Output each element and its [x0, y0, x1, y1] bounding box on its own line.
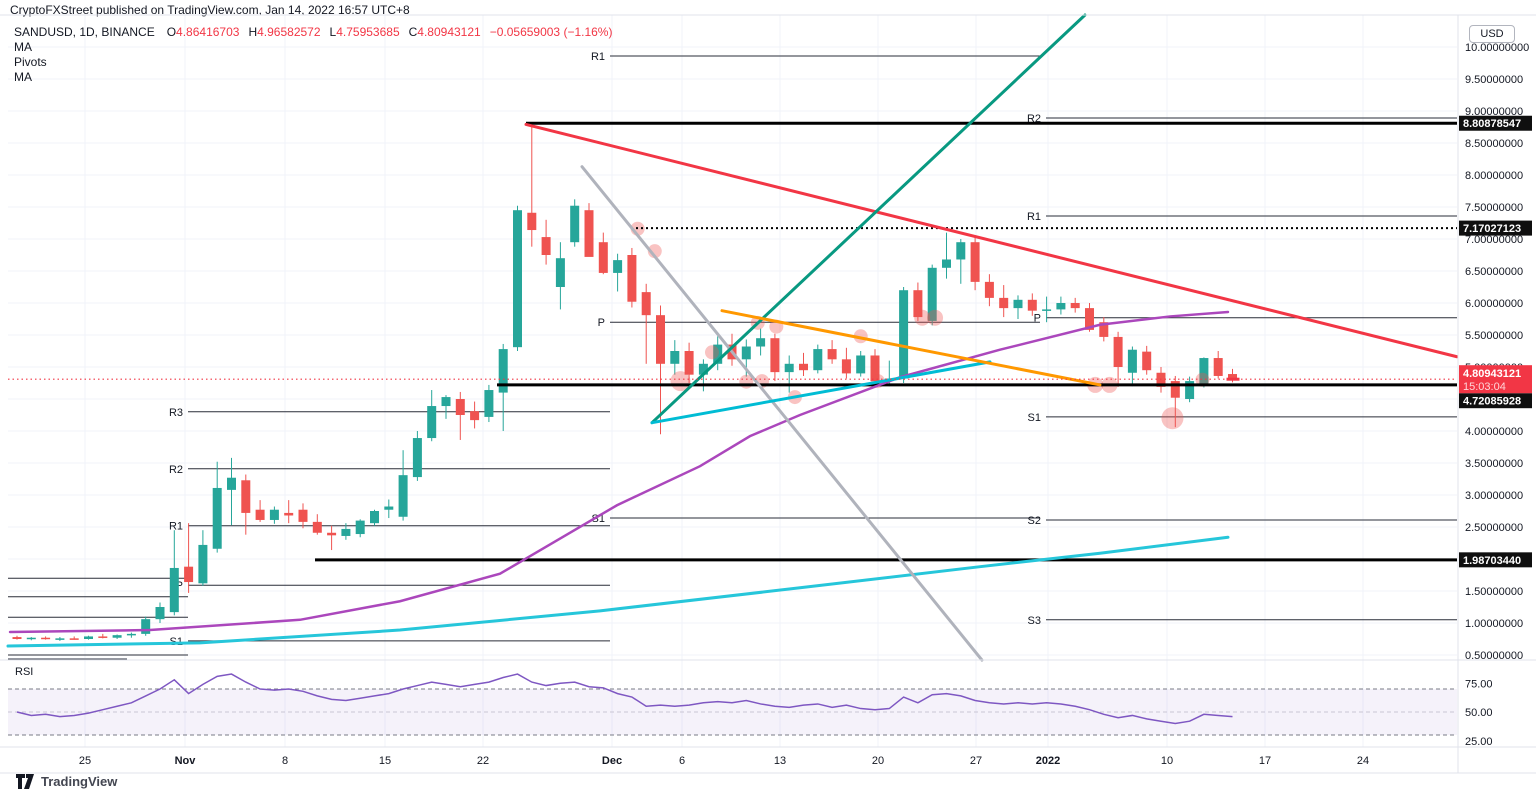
axes-layer — [0, 14, 1536, 774]
trendlines-layer — [524, 13, 1459, 662]
svg-text:8.50000000: 8.50000000 — [1465, 138, 1523, 150]
svg-text:6: 6 — [679, 755, 685, 767]
event-markers-layer — [630, 221, 1210, 430]
indicator-ma-2[interactable]: MA — [14, 70, 32, 84]
key-levels-layer — [315, 121, 1457, 562]
svg-text:2.50000000: 2.50000000 — [1465, 522, 1523, 534]
svg-text:8: 8 — [282, 755, 288, 767]
svg-text:7.17027123: 7.17027123 — [1463, 223, 1521, 235]
rsi-indicator-label[interactable]: RSI — [15, 666, 34, 678]
svg-text:50.00: 50.00 — [1465, 707, 1493, 719]
attribution-text: CryptoFXStreet published on TradingView.… — [10, 3, 410, 17]
svg-text:8.80878547: 8.80878547 — [1463, 118, 1521, 130]
svg-text:3.50000000: 3.50000000 — [1465, 458, 1523, 470]
svg-text:P: P — [598, 317, 605, 329]
candles-layer — [12, 123, 1237, 641]
svg-text:7.00000000: 7.00000000 — [1465, 234, 1523, 246]
svg-text:13: 13 — [774, 755, 786, 767]
svg-text:8.00000000: 8.00000000 — [1465, 170, 1523, 182]
open-value: 4.86416703 — [176, 25, 240, 39]
svg-text:5.50000000: 5.50000000 — [1465, 330, 1523, 342]
svg-text:22: 22 — [477, 755, 489, 767]
rsi-pane-layer — [0, 658, 1536, 736]
price-axis-labels: 10.00000000 9.50000000 9.00000000 8.5000000… — [1465, 42, 1529, 748]
tradingview-logo-text: TradingView — [41, 774, 118, 789]
svg-text:6.00000000: 6.00000000 — [1465, 298, 1523, 310]
svg-text:1.98703440: 1.98703440 — [1463, 555, 1521, 567]
svg-text:R1: R1 — [1027, 211, 1041, 223]
low-label: L — [329, 25, 337, 39]
svg-text:10: 10 — [1161, 755, 1173, 767]
svg-text:7.50000000: 7.50000000 — [1465, 202, 1523, 214]
svg-text:3.00000000: 3.00000000 — [1465, 490, 1523, 502]
svg-text:S3: S3 — [1028, 615, 1041, 627]
svg-text:1.50000000: 1.50000000 — [1465, 586, 1523, 598]
svg-text:9.00000000: 9.00000000 — [1465, 106, 1523, 118]
svg-text:R1: R1 — [169, 521, 183, 533]
svg-text:25: 25 — [79, 755, 91, 767]
svg-text:17: 17 — [1259, 755, 1271, 767]
svg-text:10.00000000: 10.00000000 — [1465, 42, 1529, 54]
close-value: 4.80943121 — [417, 25, 481, 39]
indicator-pivots[interactable]: Pivots — [14, 55, 47, 69]
tradingview-logo-icon — [16, 774, 34, 789]
svg-text:Dec: Dec — [602, 755, 622, 767]
ohlc-values: O4.86416703 H4.96582572 L4.75953685 C4.8… — [167, 25, 613, 40]
high-label: H — [248, 25, 258, 39]
currency-usd-button[interactable]: USD — [1469, 25, 1515, 43]
indicator-ma-1[interactable]: MA — [14, 40, 32, 54]
svg-text:6.50000000: 6.50000000 — [1465, 266, 1523, 278]
close-label: C — [408, 25, 418, 39]
svg-text:4.00000000: 4.00000000 — [1465, 426, 1523, 438]
svg-text:R3: R3 — [169, 407, 183, 419]
svg-text:S1: S1 — [1028, 412, 1041, 424]
svg-text:S2: S2 — [1028, 515, 1041, 527]
svg-text:R1: R1 — [591, 51, 605, 63]
svg-text:27: 27 — [970, 755, 982, 767]
svg-text:4.80943121: 4.80943121 — [1463, 368, 1521, 380]
grid-layer — [8, 15, 1457, 747]
svg-text:R2: R2 — [169, 464, 183, 476]
low-value: 4.75953685 — [336, 25, 400, 39]
svg-text:4.72085928: 4.72085928 — [1463, 396, 1521, 408]
svg-text:24: 24 — [1357, 755, 1369, 767]
moving-averages-layer — [6, 310, 1230, 648]
svg-text:25.00: 25.00 — [1465, 736, 1493, 748]
svg-text:P: P — [176, 580, 183, 592]
svg-text:2022: 2022 — [1036, 755, 1060, 767]
price-label-boxes: 8.80878547 7.17027123 4.72085928 1.98703440… — [1459, 115, 1532, 568]
symbol-title[interactable]: SANDUSD, 1D, BINANCE — [14, 25, 155, 39]
tradingview-logo[interactable]: TradingView — [16, 773, 117, 790]
svg-text:75.00: 75.00 — [1465, 678, 1493, 690]
time-axis-labels: 25 Nov 8 15 22 Dec 6 13 20 27 2022 10 17 24 — [79, 755, 1369, 767]
open-label: O — [166, 25, 177, 39]
change-value: −0.05659003 (−1.16%) — [489, 25, 613, 39]
high-value: 4.96582572 — [257, 25, 321, 39]
svg-text:15:03:04: 15:03:04 — [1463, 381, 1506, 393]
svg-text:Nov: Nov — [175, 755, 197, 767]
svg-text:P: P — [1034, 313, 1041, 325]
svg-text:9.50000000: 9.50000000 — [1465, 74, 1523, 86]
svg-text:0.50000000: 0.50000000 — [1465, 650, 1523, 662]
svg-text:1.00000000: 1.00000000 — [1465, 618, 1523, 630]
svg-text:20: 20 — [872, 755, 884, 767]
chart-legend: SANDUSD, 1D, BINANCE O4.86416703 H4.9658… — [14, 25, 612, 85]
svg-text:15: 15 — [379, 755, 391, 767]
svg-text:S1: S1 — [592, 513, 605, 525]
